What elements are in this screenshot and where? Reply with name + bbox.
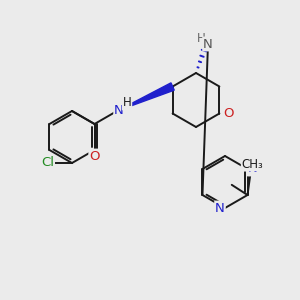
Text: N: N xyxy=(114,103,124,116)
Text: H: H xyxy=(123,97,131,110)
Text: O: O xyxy=(223,107,234,120)
Text: H: H xyxy=(196,32,206,44)
Text: N: N xyxy=(203,38,213,50)
Text: N: N xyxy=(215,202,225,214)
Text: N: N xyxy=(248,163,257,176)
Polygon shape xyxy=(117,83,174,111)
Text: O: O xyxy=(89,149,100,163)
Text: CH₃: CH₃ xyxy=(242,158,263,170)
Text: Cl: Cl xyxy=(41,157,54,169)
